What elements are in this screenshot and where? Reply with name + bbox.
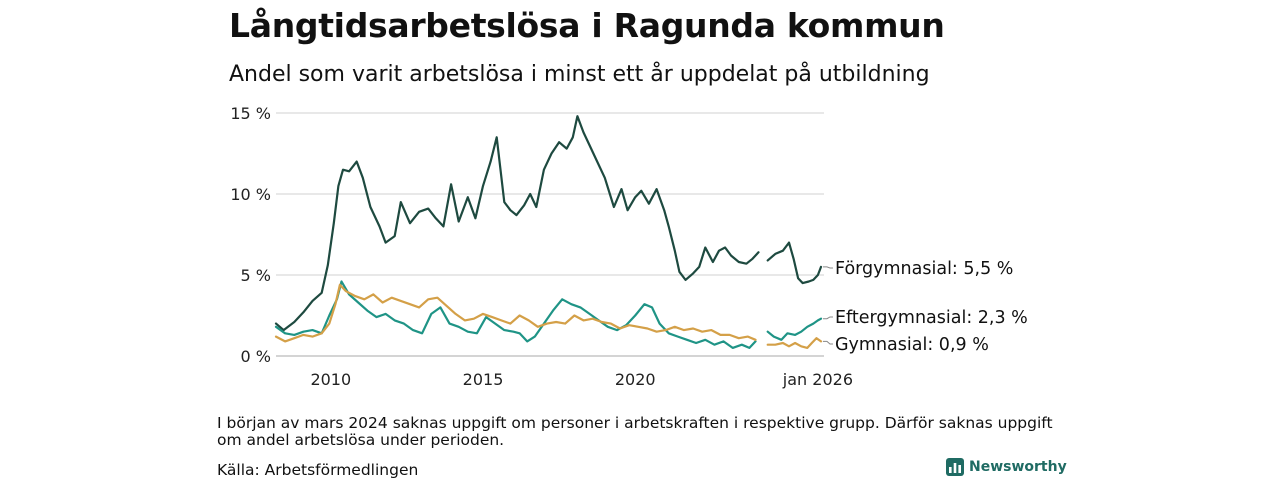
newsworthy-logo-icon (946, 458, 964, 476)
brand-name: Newsworthy (969, 459, 1067, 475)
series-label-forgymnasial: Förgymnasial: 5,5 % (835, 259, 1013, 279)
y-tick-label: 10 % (230, 185, 271, 204)
series-layer (274, 115, 823, 349)
x-tick-label: 2015 (463, 370, 504, 389)
x-tick-label: 2020 (615, 370, 656, 389)
chart-subtitle: Andel som varit arbetslösa i minst ett å… (229, 62, 930, 87)
y-tick-label: 15 % (230, 104, 271, 123)
label-layer: Förgymnasial: 5,5 % Eftergymnasial: 2,3 %… (822, 259, 1028, 355)
footnote: I början av mars 2024 saknas uppgift om … (217, 414, 1053, 449)
y-tick-label: 0 % (241, 347, 271, 366)
x-tick-label: 2010 (310, 370, 351, 389)
label-leader-forgymnasial (822, 266, 833, 269)
source-note: Källa: Arbetsförmedlingen (217, 461, 419, 479)
series-label-gymnasial: Gymnasial: 0,9 % (835, 335, 989, 355)
series-line-eftergymnasial (274, 280, 823, 349)
series-line-forgymnasial (274, 115, 823, 332)
series-line-gymnasial (274, 283, 823, 349)
series-label-eftergymnasial: Eftergymnasial: 2,3 % (835, 308, 1028, 328)
line-chart: 0 % 5 % 10 % 15 % 2010 2015 2020 jan 2026 Förgy… (230, 104, 1028, 389)
label-leader-gymnasial (822, 340, 833, 345)
chart-title: Långtidsarbetslösa i Ragunda kommun (229, 6, 945, 45)
brand-logo: Newsworthy (946, 458, 1067, 476)
grid-layer: 0 % 5 % 10 % 15 % 2010 2015 2020 jan 2026 (230, 104, 853, 389)
x-tick-label: jan 2026 (782, 370, 853, 389)
label-leader-eftergymnasial (822, 316, 833, 320)
y-tick-label: 5 % (241, 266, 271, 285)
